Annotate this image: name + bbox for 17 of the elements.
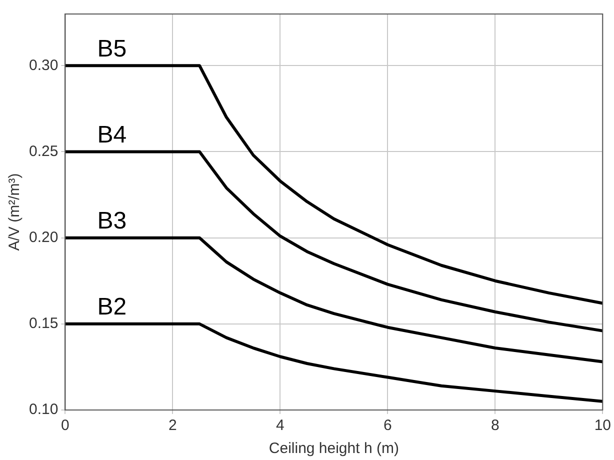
series-label: B5 <box>97 35 127 62</box>
x-tick-label: 2 <box>168 417 177 434</box>
x-tick-label: 4 <box>276 417 284 434</box>
y-tick-label: 0.25 <box>28 142 58 160</box>
y-tick-label: 0.10 <box>28 401 58 418</box>
x-tick-label: 10 <box>594 417 611 434</box>
x-tick-label: 0 <box>61 417 70 434</box>
series-label: B3 <box>97 207 127 234</box>
y-axis-title: A/V (m²/m³) <box>6 173 24 251</box>
x-tick-label: 6 <box>384 417 392 434</box>
series-label: B2 <box>97 294 127 321</box>
x-tick-label: 8 <box>490 417 500 434</box>
y-tick-label: 0.20 <box>28 228 58 246</box>
x-axis-title: Ceiling height h (m) <box>268 440 399 458</box>
y-tick-label: 0.15 <box>28 315 58 332</box>
y-tick-label: 0.30 <box>28 56 58 74</box>
series-label: B4 <box>97 121 127 148</box>
